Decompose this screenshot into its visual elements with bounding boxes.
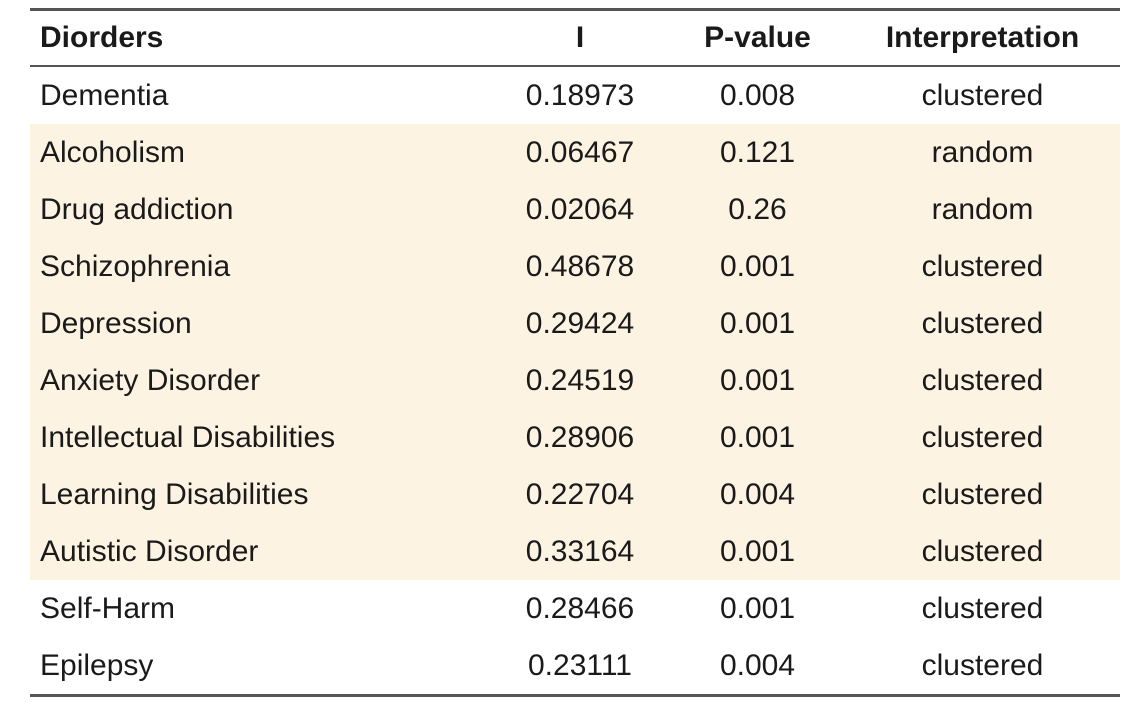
interpretation-cell: clustered: [921, 591, 1044, 625]
p-value-cell: 0.001: [670, 238, 845, 295]
disorder-cell: Intellectual Disabilities: [30, 409, 490, 466]
table-row: Schizophrenia 0.48678 0.001 clustered: [30, 238, 1120, 295]
i-value-cell: 0.23111: [490, 637, 670, 697]
table-body: Dementia 0.18973 0.008 clustered Alcoholism 0…: [30, 66, 1120, 697]
interpretation-cell: clustered: [845, 637, 1120, 697]
header-interpretation: Interpretation: [845, 8, 1120, 67]
results-table: Diorders I P-value Interpretation Dement…: [30, 8, 1120, 697]
p-value-cell: 0.26: [670, 181, 845, 238]
interpretation-cell: clustered: [845, 409, 1120, 466]
i-value-cell: 0.29424: [490, 295, 670, 352]
disorder-cell: Anxiety Disorder: [30, 352, 490, 409]
interpretation-cell: clustered: [845, 238, 1120, 295]
table-row: Depression 0.29424 0.001 clustered: [30, 295, 1120, 352]
i-value-cell: 0.48678: [490, 238, 670, 295]
disorder-cell: Autistic Disorder: [30, 523, 490, 580]
i-value-cell: 0.02064: [490, 181, 670, 238]
table-row: Learning Disabilities 0.22704 0.004 cluster…: [30, 466, 1120, 523]
interpretation-cell: clustered: [845, 466, 1120, 523]
p-value-cell: 0.008: [719, 78, 796, 112]
i-value-cell: 0.33164: [490, 523, 670, 580]
i-value-cell: 0.18973: [525, 78, 635, 112]
disorder-cell: Drug addiction: [30, 181, 490, 238]
disorder-cell: Self-Harm: [40, 591, 176, 625]
header-p-value: P-value: [670, 8, 845, 67]
interpretation-cell: clustered: [845, 352, 1120, 409]
table-row: Anxiety Disorder 0.24519 0.001 clustered: [30, 352, 1120, 409]
i-value-cell: 0.24519: [490, 352, 670, 409]
interpretation-cell: random: [845, 181, 1120, 238]
p-value-cell: 0.001: [670, 352, 845, 409]
interpretation-cell: random: [845, 124, 1120, 181]
table-header: Diorders I P-value Interpretation: [30, 8, 1120, 67]
disorder-cell: Schizophrenia: [30, 238, 490, 295]
results-table-container: Diorders I P-value Interpretation Dement…: [30, 8, 1120, 697]
p-value-cell: 0.004: [670, 466, 845, 523]
i-value-cell: 0.06467: [490, 124, 670, 181]
i-value-cell: 0.22704: [490, 466, 670, 523]
p-value-cell: 0.001: [670, 409, 845, 466]
header-i: I: [490, 8, 670, 67]
disorder-cell: Epilepsy: [30, 637, 490, 697]
table-row: Intellectual Disabilities 0.28906 0.001 clu…: [30, 409, 1120, 466]
disorder-cell: Dementia: [40, 78, 169, 112]
p-value-cell: 0.001: [670, 523, 845, 580]
table-row: Autistic Disorder 0.33164 0.001 clustered: [30, 523, 1120, 580]
table-row: Drug addiction 0.02064 0.26 random: [30, 181, 1120, 238]
disorder-cell: Learning Disabilities: [30, 466, 490, 523]
i-value-cell: 0.28466: [525, 591, 635, 625]
p-value-cell: 0.004: [670, 637, 845, 697]
i-value-cell: 0.28906: [490, 409, 670, 466]
interpretation-cell: clustered: [921, 78, 1044, 112]
p-value-cell: 0.001: [719, 591, 796, 625]
interpretation-cell: clustered: [845, 295, 1120, 352]
header-row: Diorders I P-value Interpretation: [30, 8, 1120, 67]
table-row: Dementia 0.18973 0.008 clustered: [30, 66, 1120, 124]
header-disorder: Diorders: [30, 8, 490, 67]
interpretation-cell: clustered: [845, 523, 1120, 580]
table-row: Epilepsy 0.23111 0.004 clustered: [30, 637, 1120, 697]
p-value-cell: 0.121: [670, 124, 845, 181]
p-value-cell: 0.001: [670, 295, 845, 352]
table-row: Alcoholism 0.06467 0.121 random: [30, 124, 1120, 181]
disorder-cell: Alcoholism: [30, 124, 490, 181]
table-row: Self-Harm 0.28466 0.001 clustered: [30, 580, 1120, 637]
disorder-cell: Depression: [30, 295, 490, 352]
